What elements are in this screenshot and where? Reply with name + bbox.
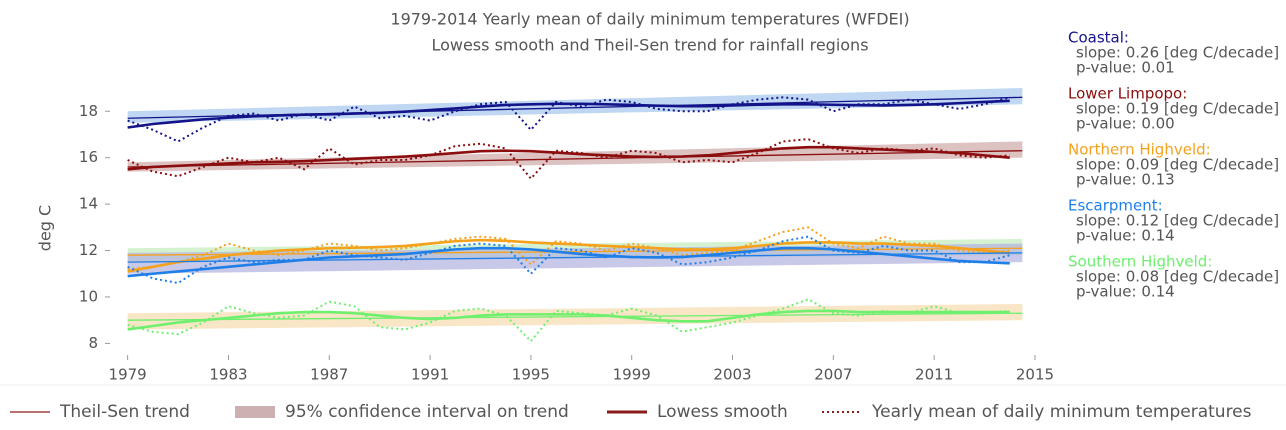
legend-label: 95% confidence interval on trend	[285, 402, 569, 422]
lowess-line	[127, 238, 1010, 273]
annotation-region: Escarpment:	[1068, 197, 1163, 215]
lowess-line	[127, 145, 1010, 171]
annotation-text: slope: 0.19 [deg C/decade]	[1076, 100, 1279, 118]
annotation-text: slope: 0.26 [deg C/decade]	[1076, 44, 1279, 62]
trend-line	[127, 150, 1023, 168]
legend-label: Lowess smooth	[657, 402, 788, 422]
y-tick-label: 16	[79, 148, 98, 166]
x-tick-label: 1991	[411, 366, 449, 384]
annotation-region: Southern Highveld:	[1068, 253, 1212, 271]
annotation-text: p-value: 0.01	[1076, 59, 1175, 77]
annotation-region: Lower Limpopo:	[1068, 85, 1187, 103]
y-tick-label: 10	[79, 287, 98, 305]
x-tick-label: 1995	[512, 366, 550, 384]
legend-label: Yearly mean of daily minimum temperature…	[871, 402, 1252, 422]
annotation-region: Northern Highveld:	[1068, 141, 1211, 159]
x-tick-label: 2011	[915, 366, 953, 384]
y-tick-label: 8	[88, 334, 98, 352]
annotation-region: Coastal:	[1068, 29, 1129, 47]
x-tick-label: 2007	[814, 366, 852, 384]
trend-line	[127, 312, 1023, 321]
annotation-text: p-value: 0.00	[1076, 115, 1175, 133]
y-tick-label: 12	[79, 241, 98, 259]
chart-title: 1979-2014 Yearly mean of daily minimum t…	[390, 10, 909, 29]
y-tick-label: 18	[79, 102, 98, 120]
yearly-mean-line	[127, 298, 1010, 343]
yearly-mean-line	[127, 138, 1010, 181]
lowess-line	[127, 99, 1010, 129]
confidence-band	[127, 243, 1023, 274]
y-axis-label: deg C	[36, 205, 55, 251]
annotation-text: slope: 0.08 [deg C/decade]	[1076, 268, 1279, 286]
yearly-mean-line	[127, 226, 1010, 271]
confidence-band	[127, 141, 1023, 172]
x-tick-label: 2003	[713, 366, 751, 384]
x-tick-label: 1987	[310, 366, 348, 384]
annotation-text: p-value: 0.14	[1076, 227, 1175, 245]
x-tick-label: 1979	[109, 366, 147, 384]
x-tick-label: 2015	[1016, 366, 1054, 384]
chart-subtitle: Lowess smooth and Theil-Sen trend for ra…	[431, 36, 868, 55]
annotation-text: p-value: 0.14	[1076, 283, 1175, 301]
legend-label: Theil-Sen trend	[59, 402, 190, 422]
annotation-text: slope: 0.12 [deg C/decade]	[1076, 212, 1279, 230]
trend-line	[127, 252, 1023, 263]
legend-swatch	[235, 406, 275, 418]
lowess-line	[127, 309, 1010, 331]
y-tick-label: 14	[79, 195, 98, 213]
lowess-line	[127, 246, 1010, 278]
x-tick-label: 1999	[613, 366, 651, 384]
x-tick-label: 1983	[209, 366, 247, 384]
annotation-text: p-value: 0.13	[1076, 171, 1175, 189]
annotation-text: slope: 0.09 [deg C/decade]	[1076, 156, 1279, 174]
